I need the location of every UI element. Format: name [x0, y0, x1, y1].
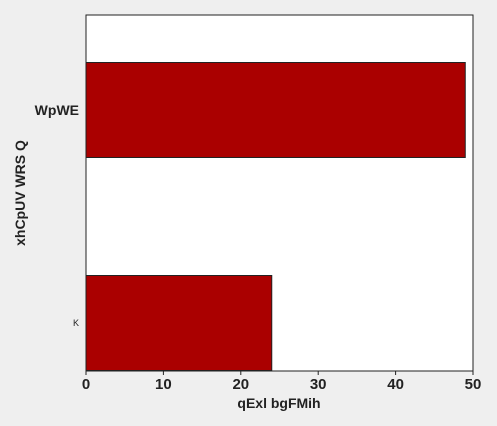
y-tick-label: WpWE — [35, 102, 79, 118]
x-tick-label: 40 — [387, 376, 404, 393]
x-tick-label: 30 — [310, 376, 327, 393]
x-tick-label: 0 — [82, 376, 90, 393]
x-axis-title: qExl bgFMih — [237, 395, 320, 411]
y-axis-categories: WpWE K — [35, 102, 79, 328]
y-axis-title: xhCpUV WRS Q — [12, 140, 28, 246]
bar-k — [85, 275, 273, 371]
y-tick-label: K — [73, 318, 79, 328]
bar-wpwe — [85, 62, 466, 158]
bars-group — [85, 62, 466, 371]
x-tick-label: 20 — [232, 376, 249, 393]
x-tick-label: 50 — [465, 376, 482, 393]
x-axis-ticks: 0 10 20 30 40 50 — [82, 371, 482, 393]
x-tick-label: 10 — [155, 376, 172, 393]
